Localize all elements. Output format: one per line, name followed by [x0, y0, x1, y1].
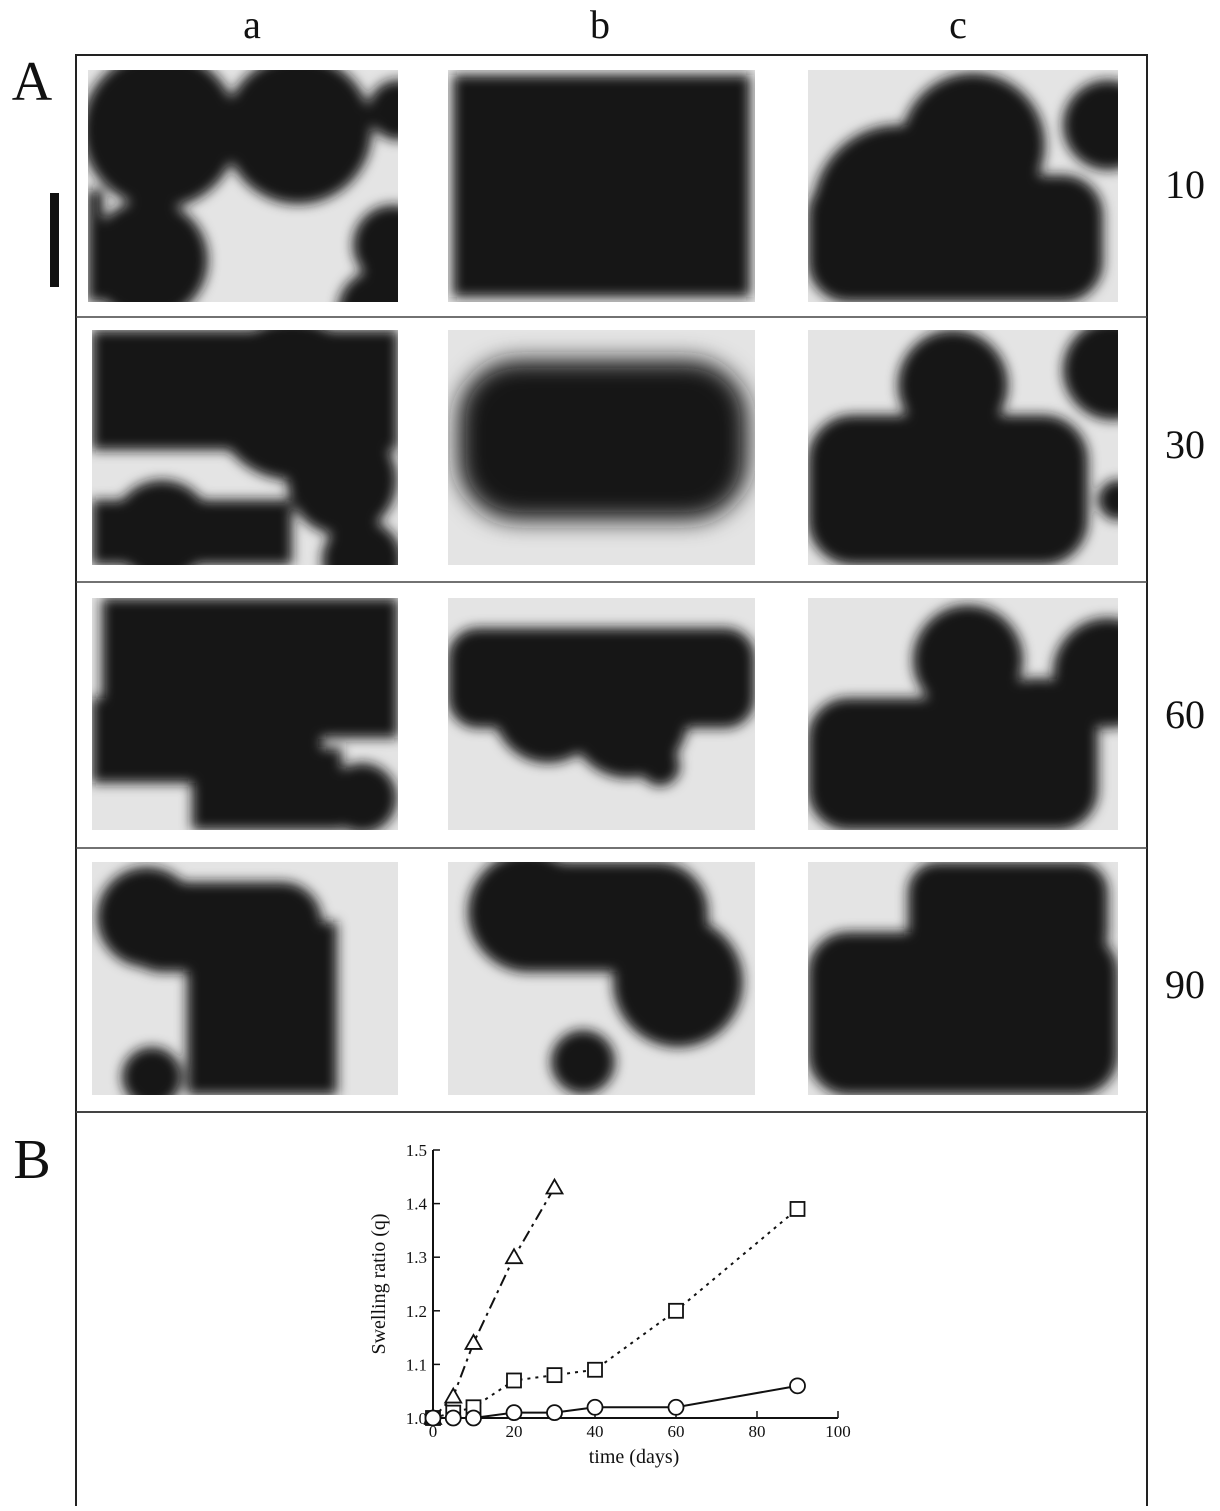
marker	[465, 1409, 482, 1427]
y-tick-label: 1.0	[406, 1409, 427, 1428]
series-line	[432, 1187, 556, 1419]
micrograph	[92, 862, 398, 1095]
micrograph	[808, 598, 1118, 830]
micrograph	[448, 330, 755, 565]
y-tick-label: 1.3	[406, 1248, 427, 1267]
marker	[546, 1367, 563, 1384]
marker	[546, 1404, 563, 1422]
micrograph	[92, 598, 398, 830]
marker	[789, 1201, 806, 1217]
x-tick-label: 40	[587, 1422, 604, 1441]
marker	[463, 1333, 484, 1350]
marker	[506, 1372, 522, 1389]
y-axis-label: Swelling ratio (q)	[368, 1213, 390, 1354]
marker	[587, 1361, 603, 1378]
marker	[505, 1404, 523, 1422]
y-tick-label: 1.2	[406, 1302, 427, 1321]
frame	[75, 54, 1148, 1511]
micrograph	[92, 330, 398, 565]
micrograph	[448, 862, 755, 1095]
micrograph	[808, 330, 1118, 565]
chart: time (days) Swelling ratio (q) 1.0 1.1 1.2…	[368, 1141, 851, 1468]
micrograph	[448, 598, 755, 830]
micrograph	[448, 70, 755, 302]
marker	[789, 1377, 806, 1395]
row-label: 10	[1165, 162, 1205, 207]
marker	[504, 1247, 524, 1265]
x-tick-label: 80	[749, 1422, 766, 1441]
column-label: c	[949, 2, 967, 47]
y-tick-label: 1.5	[406, 1141, 427, 1160]
column-label: b	[590, 2, 610, 47]
marker	[444, 1409, 462, 1427]
y-tick-label: 1.1	[406, 1355, 427, 1374]
y-tick-label: 1.4	[406, 1195, 428, 1214]
series-line	[433, 1384, 798, 1419]
marker	[586, 1398, 604, 1416]
panel-label: B	[13, 1129, 50, 1191]
row-label: 90	[1165, 962, 1205, 1007]
x-tick-label: 100	[825, 1422, 851, 1441]
micrograph	[808, 70, 1118, 302]
marker	[667, 1398, 685, 1416]
micrograph	[88, 70, 398, 302]
marker	[544, 1177, 565, 1195]
scale-bar	[50, 193, 59, 287]
x-axis-label: time (days)	[589, 1446, 680, 1468]
row-label: 60	[1165, 692, 1205, 737]
marker	[424, 1409, 442, 1427]
micrograph	[808, 862, 1118, 1095]
row-label: 30	[1165, 422, 1205, 467]
column-label: a	[243, 2, 261, 47]
marker	[668, 1302, 684, 1319]
x-tick-label: 60	[668, 1422, 685, 1441]
x-tick-label: 0	[429, 1422, 438, 1441]
marker	[443, 1386, 463, 1404]
x-tick-label: 20	[506, 1422, 523, 1441]
panel-label: A	[12, 51, 53, 113]
